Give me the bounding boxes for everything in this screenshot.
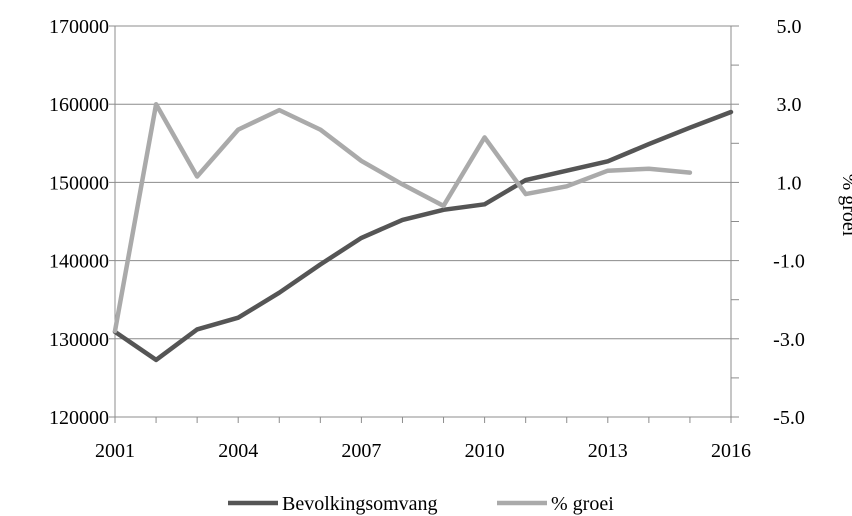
y2-tick-label: -5.0 bbox=[773, 407, 805, 429]
data-point bbox=[607, 170, 609, 172]
data-point bbox=[443, 209, 445, 211]
data-point bbox=[360, 160, 362, 162]
x-tick-label: 2007 bbox=[341, 440, 381, 462]
x-tick-label: 2010 bbox=[465, 440, 505, 462]
y2-tick-label: 1.0 bbox=[777, 172, 802, 194]
tick-labels: 120000 130000 140000 150000 160000 170000 -5.0… bbox=[49, 16, 805, 462]
series-group bbox=[112, 101, 734, 363]
data-point bbox=[237, 129, 239, 131]
y-tick-label: 120000 bbox=[49, 407, 109, 429]
y-tick-label: 170000 bbox=[49, 16, 109, 38]
x-tick-label: 2004 bbox=[218, 440, 258, 462]
data-point bbox=[360, 237, 362, 239]
data-point bbox=[566, 170, 568, 172]
data-point bbox=[237, 317, 239, 319]
data-point bbox=[484, 136, 486, 138]
data-point bbox=[401, 219, 403, 221]
y-tick-label: 150000 bbox=[49, 172, 109, 194]
data-point bbox=[607, 160, 609, 162]
data-point bbox=[566, 185, 568, 187]
gridlines bbox=[115, 25, 731, 418]
data-point bbox=[648, 168, 650, 170]
x-tick-label: 2016 bbox=[711, 440, 751, 462]
data-point bbox=[278, 109, 280, 111]
data-point bbox=[401, 183, 403, 185]
legend-label: Bevolkingsomvang bbox=[282, 493, 438, 515]
data-point bbox=[196, 328, 198, 330]
series-line-bevolkingsomvang bbox=[112, 109, 734, 363]
y-tick-label: 160000 bbox=[49, 94, 109, 116]
legend-label: % groei bbox=[551, 493, 614, 515]
data-point bbox=[525, 179, 527, 181]
data-point bbox=[155, 359, 157, 361]
data-point bbox=[689, 127, 691, 129]
data-point bbox=[319, 264, 321, 266]
data-point bbox=[689, 172, 691, 174]
data-point bbox=[278, 292, 280, 294]
x-tick-label: 2013 bbox=[588, 440, 628, 462]
x-tick-label: 2001 bbox=[95, 440, 135, 462]
data-point bbox=[443, 205, 445, 207]
data-point bbox=[196, 176, 198, 178]
data-point bbox=[648, 143, 650, 145]
y2-axis-title: % groei bbox=[838, 174, 852, 237]
data-point bbox=[730, 111, 732, 113]
axes bbox=[109, 25, 739, 423]
y-tick-label: 140000 bbox=[49, 251, 109, 273]
data-point bbox=[319, 129, 321, 131]
y-tick-label: 130000 bbox=[49, 329, 109, 351]
data-point bbox=[525, 193, 527, 195]
data-point bbox=[155, 103, 157, 105]
legend: Bevolkingsomvang % groei bbox=[228, 493, 614, 515]
data-point bbox=[484, 203, 486, 205]
y2-tick-label: -3.0 bbox=[773, 329, 805, 351]
data-point bbox=[114, 330, 116, 332]
y2-tick-label: -1.0 bbox=[773, 251, 805, 273]
y2-tick-label: 3.0 bbox=[777, 94, 802, 116]
y2-tick-label: 5.0 bbox=[777, 16, 802, 38]
